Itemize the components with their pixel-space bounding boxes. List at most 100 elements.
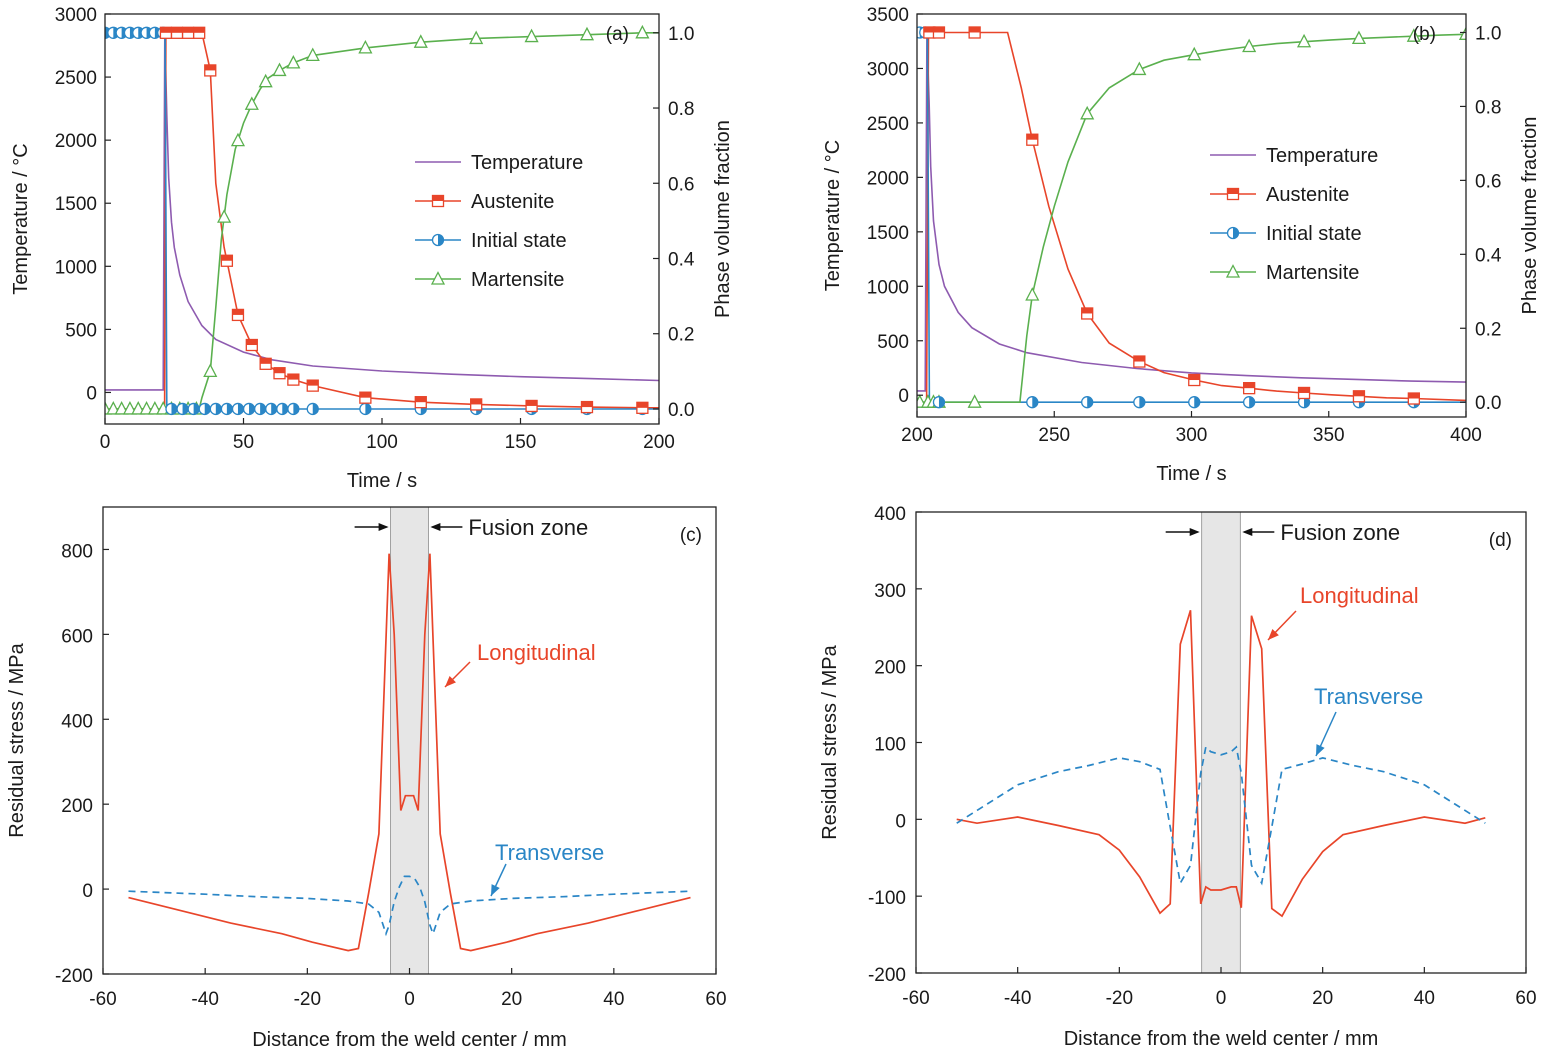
panel-a-yl-tick-label-5: 2500	[55, 68, 97, 89]
panel-a-series-3-marker-5	[139, 401, 154, 415]
panel-a-series-3-marker-20	[358, 39, 373, 54]
panel-a-series-1-marker-8-fill	[260, 358, 272, 364]
panel-d-x-tick-label-2: -20	[1106, 988, 1133, 1009]
panel-a-series-3-marker-0	[105, 401, 113, 415]
panel-b-series-3-marker-4	[967, 394, 982, 408]
panel-a-yr-tick-label-4: 0.8	[668, 99, 694, 120]
panel-b-series-3-marker-9	[1242, 38, 1257, 53]
panel-d-x-tick-label-4: 20	[1312, 988, 1333, 1009]
panel-d-fusion-arrow-left-head	[1189, 528, 1200, 536]
panel-a-series-3-marker-15	[244, 96, 259, 110]
panel-a-series-1-marker-9-fill	[274, 367, 286, 374]
panel-b-legend-label-2: Initial state	[1266, 223, 1362, 245]
panel-a-series-1-marker-2-fill	[182, 27, 194, 33]
panel-c-y-tick-label-4: 600	[61, 626, 93, 647]
panel-a-series-1-marker-16-fill	[581, 401, 593, 408]
panel-b-series-1-marker-3-fill	[1026, 134, 1038, 140]
panel-a-series-1-marker-3-fill	[193, 27, 205, 33]
panel-a-series-1-line	[105, 31, 659, 410]
panel-a-series-2-marker-16-fill	[260, 403, 266, 415]
panel-a-series-3-marker-21	[413, 34, 428, 48]
panel-b-yl-tick-label-7: 3500	[867, 5, 909, 26]
panel-d-x-tick-label-0: -60	[902, 988, 929, 1009]
panel-b-yr-tick-label-0: 0.0	[1475, 393, 1501, 414]
panel-a-legend-marker-2-fill	[438, 234, 444, 246]
panel-b-yl-tick-label-3: 1500	[867, 223, 909, 244]
panel-c-y-tick-label-2: 200	[61, 796, 93, 817]
panel-a-series-1-marker-11-fill	[307, 380, 319, 386]
panel-a-series-3-marker-16	[258, 73, 273, 88]
panel-b-series-2-marker-5-fill	[1139, 396, 1145, 408]
panel-b-yl-tick-label-1: 500	[877, 332, 909, 353]
panel-b-series-3-marker-13	[1458, 26, 1466, 40]
panel-a-series-3-marker-25	[635, 24, 650, 39]
panel-b-series-2-line	[917, 31, 1466, 404]
panel-b-plot-area	[917, 26, 1466, 409]
panel-a-series-3-marker-3	[122, 401, 138, 415]
panel-a-series-1-marker-13-fill	[415, 396, 427, 403]
panel-a-series-1-marker-6-fill	[232, 309, 244, 315]
panel-a-series-2-marker-17-fill	[271, 403, 277, 415]
panel-c-annotation-1: Transverse	[495, 840, 604, 865]
panel-b-yr-tick-label-2: 0.4	[1475, 245, 1502, 266]
panel-a-series-2-marker-19-fill	[293, 403, 299, 415]
panel-a-series-1-marker-0-fill	[160, 27, 172, 33]
panel-b-series-3-marker-5	[1025, 287, 1040, 301]
panel-b-x-tick-label-0: 200	[901, 425, 933, 446]
panel-a-series-3-marker-24	[579, 26, 595, 41]
panel-a-x-tick-label-1: 50	[233, 432, 254, 453]
panel-c-y-tick-label-5: 800	[61, 541, 93, 562]
panel-c-fusion-arrow-left-head	[378, 523, 389, 531]
panel-d-chart: -60 -40 -20 0 20 40 60-200-1000100200300400Dis…	[819, 504, 1537, 1050]
panel-a-legend-marker-3	[430, 271, 446, 285]
panel-b-series-3-marker-10	[1296, 33, 1312, 48]
panel-b-y-right-axis-title: Phase volume fraction	[1519, 117, 1541, 315]
panel-c-x-tick-label-0: -60	[89, 989, 116, 1010]
panel-b-yr-tick-label-3: 0.6	[1475, 171, 1501, 192]
panel-a-yl-tick-label-2: 1000	[55, 257, 97, 278]
panel-c-x-tick-label-2: -20	[294, 989, 321, 1010]
panel-a-series-2-marker-20-fill	[312, 403, 319, 415]
panel-a-series-2-marker-12-fill	[215, 403, 222, 415]
panel-b-series-1-line	[917, 31, 1466, 404]
panel-a-legend-label-1: Austenite	[471, 191, 554, 213]
panel-a-x-axis-title: Time / s	[347, 470, 417, 492]
panel-a-x-tick-label-3: 150	[505, 432, 537, 453]
panel-b-series-3-marker-7	[1132, 61, 1147, 76]
panel-b-series-3-marker-6	[1080, 105, 1095, 120]
panel-b-yr-tick-label-5: 1.0	[1475, 23, 1501, 44]
panel-b-series-1-marker-5-fill	[1133, 356, 1145, 362]
panel-a-legend-label-0: Temperature	[471, 152, 583, 174]
panel-a-series-3-marker-14	[230, 132, 246, 147]
panel-a-series-2-marker-21-fill	[365, 403, 371, 415]
panel-d-y-tick-label-1: -100	[868, 888, 906, 909]
panel-a-yr-tick-label-3: 0.6	[668, 174, 694, 195]
panel-a-series-3-marker-13	[217, 209, 232, 223]
panel-a-series-3-marker-4	[131, 401, 146, 415]
panel-a-series-2-marker-13-fill	[226, 403, 233, 415]
panel-b-x-tick-label-2: 300	[1176, 425, 1208, 446]
panel-c-x-tick-label-6: 60	[705, 989, 726, 1010]
panel-c-y-axis-title: Residual stress / MPa	[6, 642, 28, 837]
panel-a-series-1-marker-12-fill	[359, 392, 371, 398]
panel-b-series-2-marker-6-fill	[1194, 396, 1200, 408]
panel-b-x-tick-label-3: 350	[1313, 425, 1345, 446]
panel-b-frame	[916, 13, 1467, 418]
panel-d-y-tick-label-4: 200	[874, 658, 906, 679]
panel-d-annotation-arrowhead-1	[1316, 744, 1325, 756]
panel-d-annotation-0: Longitudinal	[1300, 583, 1419, 608]
panel-c-x-axis-title: Distance from the weld center / mm	[252, 1029, 567, 1051]
panel-b-legend-marker-2-fill	[1233, 227, 1239, 239]
panel-a-series-0-line	[105, 31, 659, 391]
panel-a-series-3-marker-18	[286, 54, 301, 69]
panel-a-x-tick-label-2: 100	[366, 432, 398, 453]
panel-a-series-3-marker-2	[114, 401, 129, 415]
panel-b-series-2-marker-8-fill	[1304, 396, 1310, 408]
panel-d-x-tick-label-5: 40	[1414, 988, 1435, 1009]
panel-d-series-1-line	[956, 745, 1486, 886]
panel-b-yl-tick-label-2: 1000	[867, 277, 909, 298]
panel-a-yl-tick-label-0: 0	[86, 383, 97, 404]
panel-a-series-3-marker-23	[524, 28, 539, 43]
panel-b-yl-tick-label-6: 3000	[867, 59, 909, 80]
panel-d-fusion-arrow-right-head	[1242, 528, 1253, 536]
